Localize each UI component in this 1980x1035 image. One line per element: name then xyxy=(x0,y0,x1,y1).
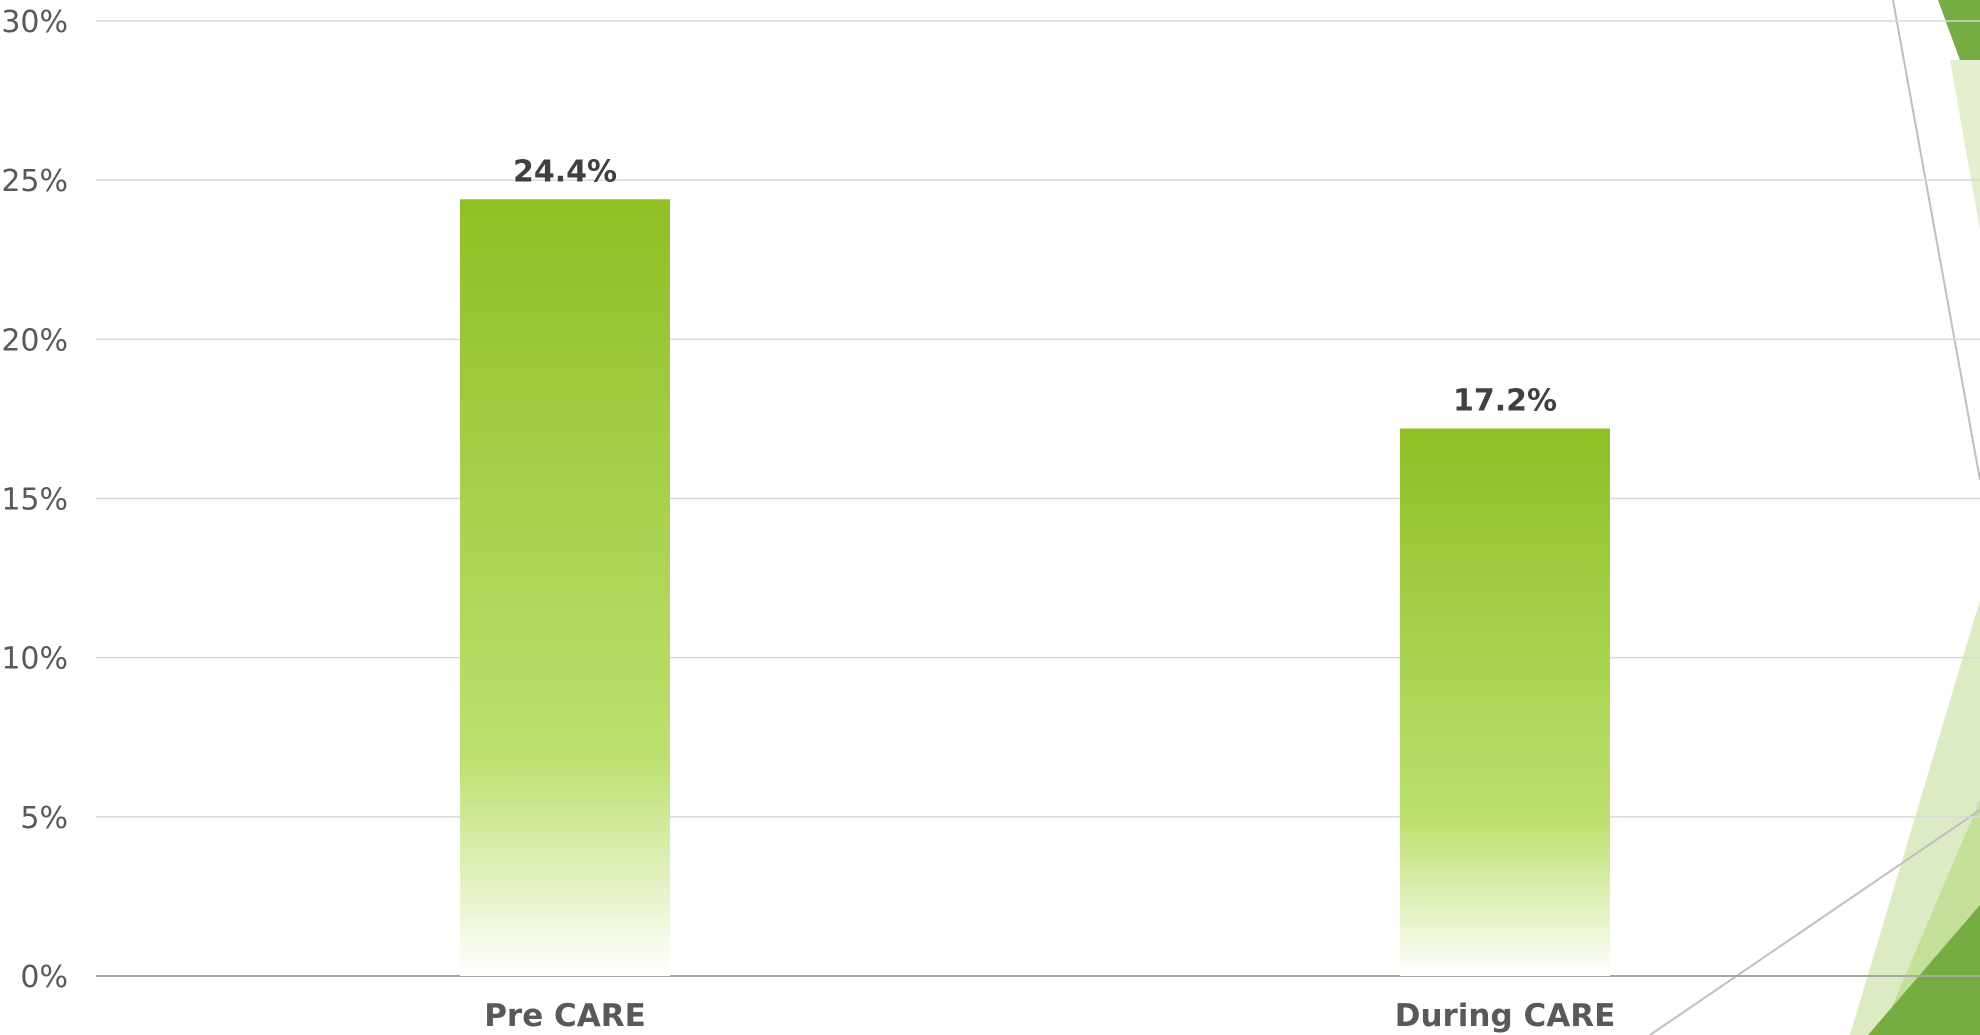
x-axis: Pre CARE During CARE xyxy=(484,998,1615,1034)
decor-dark-triangle-bottom xyxy=(1868,905,1980,1035)
decor-pale-wedge-top xyxy=(1950,60,1980,230)
y-tick-label: 0% xyxy=(20,960,68,995)
y-tick-label: 10% xyxy=(1,642,68,677)
y-tick-label: 5% xyxy=(20,801,68,836)
y-tick-label: 20% xyxy=(1,323,68,358)
bar-pre-care xyxy=(460,199,670,976)
y-tick-label: 15% xyxy=(1,483,68,518)
data-labels: 24.4% 17.2% xyxy=(513,154,1557,418)
x-tick-label: Pre CARE xyxy=(484,998,646,1034)
y-tick-label: 30% xyxy=(1,5,68,40)
decor-line-bottom xyxy=(1649,809,1980,1035)
corner-decoration xyxy=(1649,0,1980,1035)
data-label: 24.4% xyxy=(513,154,617,189)
bar-during-care xyxy=(1400,428,1610,976)
y-tick-label: 25% xyxy=(1,164,68,199)
bars xyxy=(460,199,1610,976)
gridlines xyxy=(96,20,1980,977)
decor-line-top xyxy=(1892,0,1980,481)
x-tick-label: During CARE xyxy=(1395,998,1616,1034)
y-axis: 30% 25% 20% 15% 10% 5% 0% xyxy=(1,5,68,995)
data-label: 17.2% xyxy=(1453,383,1557,418)
